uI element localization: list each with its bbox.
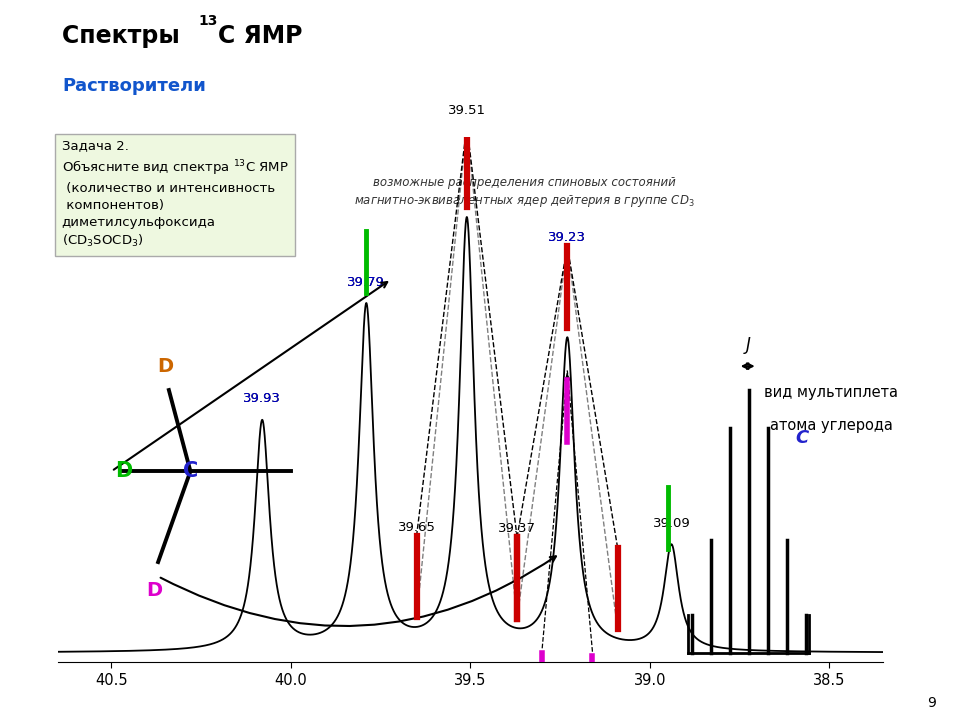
Text: вид мультиплета: вид мультиплета: [764, 384, 899, 400]
Text: 39.37: 39.37: [498, 522, 536, 535]
Text: Растворители: Растворители: [62, 77, 206, 95]
Text: Задача 2.
Объясните вид спектра $^{13}$C ЯМР
 (количество и интенсивность
 компо: Задача 2. Объясните вид спектра $^{13}$C…: [61, 140, 289, 250]
Text: D: D: [115, 462, 132, 481]
Text: атома углерода: атома углерода: [770, 418, 893, 433]
Text: 13: 13: [199, 14, 218, 27]
Text: $J$: $J$: [743, 335, 753, 356]
Text: C: C: [182, 462, 198, 481]
Text: магнитно-эквивалентных ядер дейтерия в группе CD$_3$: магнитно-эквивалентных ядер дейтерия в г…: [354, 193, 695, 209]
Text: 9: 9: [927, 696, 936, 710]
Text: 39.93: 39.93: [243, 392, 281, 405]
Text: 39.23: 39.23: [548, 231, 587, 244]
Text: 39.51: 39.51: [447, 104, 486, 117]
Text: 39.93: 39.93: [243, 392, 281, 405]
Text: 39.79: 39.79: [348, 276, 385, 289]
Text: 39.79: 39.79: [348, 276, 385, 289]
Text: C ЯМР: C ЯМР: [218, 24, 302, 48]
Text: D: D: [157, 356, 174, 376]
Text: D: D: [147, 581, 162, 600]
Text: Спектры: Спектры: [62, 24, 188, 48]
Text: 39.65: 39.65: [397, 521, 436, 534]
Text: 39.23: 39.23: [548, 231, 587, 244]
Text: 39.09: 39.09: [653, 517, 690, 530]
Text: C: C: [795, 429, 808, 447]
Text: возможные распределения спиновых состояний: возможные распределения спиновых состоян…: [372, 176, 676, 189]
